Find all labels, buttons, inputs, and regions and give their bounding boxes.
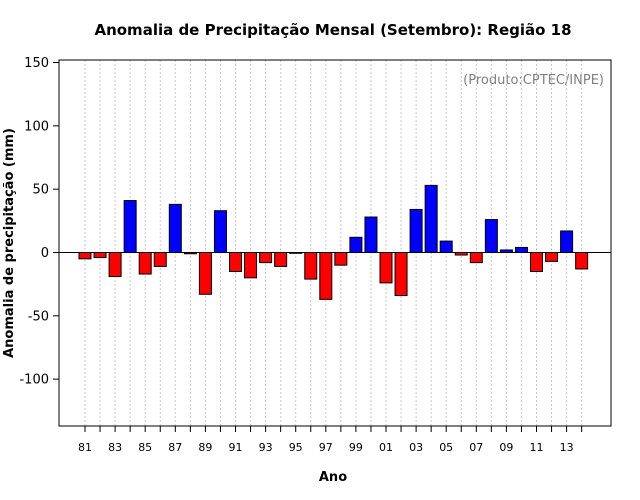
y-axis-label: Anomalia de precipitação (mm) [2,128,17,358]
x-tick-label: 97 [319,441,333,454]
x-tick-label: 85 [138,441,152,454]
bar-2004 [424,184,438,253]
bar-1983 [108,251,122,278]
bar-1999 [349,236,363,253]
bar-1997 [319,251,333,300]
x-tick-label: 93 [259,441,273,454]
bar-2013 [560,230,574,253]
bar-1981 [78,251,92,260]
bar-1989 [198,251,212,295]
x-tick-label: 03 [409,441,423,454]
bar-1992 [244,251,258,279]
y-tick-label: 0 [41,246,49,261]
x-tick-label: 83 [108,441,122,454]
bar-1990 [213,210,227,253]
bar-2008 [484,219,498,253]
bar-2000 [364,216,378,253]
y-tick-label: -50 [28,309,49,324]
bar-1991 [229,251,242,272]
bar-2014 [575,251,589,270]
y-tick-label: 150 [24,56,49,71]
bar-1993 [259,251,273,264]
y-axis: -100 -50 0 50 100 150 [19,56,59,388]
y-tick-label: -100 [19,373,49,388]
x-tick-label: 13 [560,441,574,454]
y-tick-label: 50 [32,183,49,198]
bar-2010 [514,246,528,253]
bar-1988 [183,251,197,255]
bar-2012 [545,251,559,262]
x-tick-label: 89 [198,441,212,454]
bar-2009 [499,249,513,253]
x-tick-label: 81 [78,441,92,454]
bar-2007 [469,251,483,264]
x-axis: 81 83 85 87 89 91 93 95 97 99 01 03 05 07 09 11 13 [78,426,583,454]
bars [78,184,589,300]
bar-2005 [439,240,453,253]
bar-1987 [168,203,182,253]
gridlines [84,60,583,426]
bar-1985 [138,251,152,275]
bar-2002 [394,251,408,297]
x-tick-label: 99 [349,441,363,454]
chart-title: Anomalia de Precipitação Mensal (Setembr… [94,21,571,39]
bar-1996 [304,251,318,280]
y-tick-label: 100 [24,119,49,134]
x-tick-label: 09 [499,441,513,454]
x-tick-label: 87 [168,441,182,454]
x-tick-label: 11 [530,441,544,454]
bar-2006 [454,251,468,256]
bar-2003 [409,208,423,253]
x-axis-label: Ano [319,470,347,485]
x-tick-label: 07 [469,441,483,454]
bar-1998 [334,251,348,266]
bar-1984 [123,200,137,253]
product-annotation: (Produto:CPTEC/INPE) [463,73,604,88]
x-tick-label: 95 [289,441,303,454]
bar-1982 [93,251,107,259]
bar-1994 [274,251,288,267]
x-tick-label: 05 [439,441,453,454]
bar-1995 [289,251,303,254]
bar-2001 [379,251,393,284]
x-tick-label: 91 [229,441,243,454]
x-tick-label: 01 [379,441,393,454]
bar-1986 [153,251,167,267]
bar-2011 [530,251,543,272]
plot-frame [58,59,612,427]
